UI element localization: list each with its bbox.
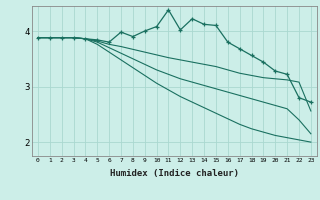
X-axis label: Humidex (Indice chaleur): Humidex (Indice chaleur) [110, 169, 239, 178]
